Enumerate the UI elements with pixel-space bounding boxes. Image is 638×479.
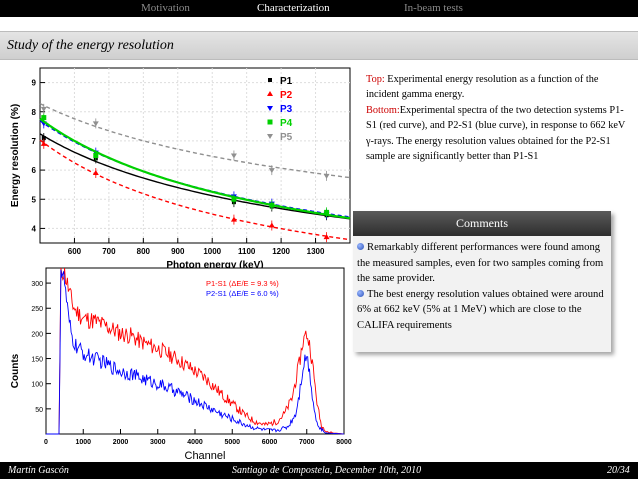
spectrum-P1-S1 <box>46 267 345 435</box>
data-point-P5 <box>268 168 275 174</box>
top-label: Top: <box>366 74 385 85</box>
comments-box: Comments Remarkably different performanc… <box>353 211 611 352</box>
y-axis-label: Counts <box>10 353 21 388</box>
legend-label-P1-S1: P1-S1 (ΔE/E = 9.3 %) <box>206 279 279 288</box>
data-point-P4 <box>231 196 237 202</box>
footer-page: 20/34 <box>607 465 630 476</box>
legend-marker-P4 <box>267 119 273 125</box>
x-tick-label: 1100 <box>238 247 256 256</box>
slide-title-bar: Study of the energy resolution <box>0 31 638 60</box>
x-tick-label: 6000 <box>262 439 278 446</box>
comments-title: Comments <box>353 211 611 236</box>
plot-frame <box>45 267 345 435</box>
legend-marker-P1 <box>268 78 272 82</box>
y-tick-label: 6 <box>32 166 37 175</box>
section-nav: Motivation Characterization In-beam test… <box>0 0 638 17</box>
y-tick-label: 250 <box>31 306 43 313</box>
data-point-P2 <box>40 140 47 146</box>
y-tick-label: 5 <box>32 195 37 204</box>
data-point-P5 <box>230 153 237 159</box>
spectra-chart: 0 1000 2000 3000 4000 5000 6000 7000 8000 50 100 15… <box>10 267 352 462</box>
x-tick-label: 0 <box>44 439 48 446</box>
x-tick-label: 1000 <box>203 247 221 256</box>
y-tick-label: 100 <box>31 382 43 389</box>
x-axis-label: Photon energy (keV) <box>166 260 263 270</box>
footer-event: Santiago de Compostela, December 10th, 2… <box>232 465 422 476</box>
x-tick-label: 1300 <box>307 247 325 256</box>
nav-item-motivation[interactable]: Motivation <box>141 2 190 14</box>
data-point-P5 <box>40 106 47 112</box>
y-tick-label: 150 <box>31 357 43 364</box>
y-tick-label: 8 <box>32 108 37 117</box>
x-tick-label: 5000 <box>224 439 240 446</box>
comment-item: The best energy resolution values obtain… <box>357 288 604 331</box>
legend-label-P2-S1: P2-S1 (ΔE/E = 6.0 %) <box>206 289 279 298</box>
legend-label-P2: P2 <box>280 90 293 101</box>
x-tick-label: 600 <box>68 247 82 256</box>
legend-label-P1: P1 <box>280 76 293 87</box>
x-tick-label: 8000 <box>336 439 352 446</box>
y-tick-label: 200 <box>31 331 43 338</box>
fit-curve-P2 <box>39 139 351 241</box>
slide-title: Study of the energy resolution <box>7 38 174 53</box>
top-text: Experimental energy resolution as a func… <box>366 74 599 101</box>
y-tick-label: 4 <box>32 224 37 233</box>
energy-resolution-chart: 600 700 800 900 1000 1100 1200 1300 4 5 6 7 8 9 Photon… <box>10 67 351 270</box>
fit-curve-P4 <box>39 117 351 220</box>
y-tick-label: 7 <box>32 137 37 146</box>
footer-author: Martín Gascón <box>8 465 69 476</box>
data-point-P5 <box>92 121 99 127</box>
data-point-P2 <box>230 216 237 222</box>
y-tick-label: 50 <box>35 407 43 414</box>
data-point-P2 <box>268 222 275 228</box>
x-tick-label: 700 <box>102 247 116 256</box>
x-tick-label: 4000 <box>187 439 203 446</box>
x-tick-label: 7000 <box>299 439 315 446</box>
data-point-P4 <box>41 115 47 121</box>
x-tick-label: 1200 <box>272 247 290 256</box>
nav-item-characterization[interactable]: Characterization <box>257 2 330 14</box>
x-axis-label: Channel <box>185 450 226 462</box>
fit-curve-P5 <box>39 102 351 179</box>
fit-curve-P1 <box>39 133 351 220</box>
y-axis-label: Energy resolution (%) <box>10 104 21 207</box>
data-point-P4 <box>324 209 330 215</box>
bullet-icon <box>357 289 364 297</box>
comment-item: Remarkably different performances were f… <box>357 242 604 285</box>
legend-label-P4: P4 <box>280 118 293 129</box>
figure-description: Top: Experimental energy resolution as a… <box>366 72 630 164</box>
data-point-P5 <box>323 173 330 179</box>
legend-label-P5: P5 <box>280 132 293 143</box>
legend-marker-P2 <box>267 91 273 96</box>
bottom-text: Experimental spectra of the two detectio… <box>366 104 626 163</box>
x-tick-label: 800 <box>137 247 151 256</box>
legend-label-P3: P3 <box>280 104 293 115</box>
x-tick-label: 1000 <box>75 439 91 446</box>
bullet-icon <box>357 243 364 250</box>
data-point-P2 <box>323 234 330 240</box>
y-tick-label: 300 <box>31 281 43 288</box>
x-tick-label: 2000 <box>113 439 129 446</box>
data-point-P4 <box>269 202 275 208</box>
x-tick-label: 900 <box>171 247 185 256</box>
y-tick-label: 9 <box>32 79 37 88</box>
nav-item-in-beam-tests[interactable]: In-beam tests <box>404 2 463 14</box>
bottom-label: Bottom: <box>366 104 400 116</box>
data-point-P2 <box>92 170 99 175</box>
data-point-P1 <box>41 136 46 140</box>
x-tick-label: 3000 <box>150 439 166 446</box>
spectrum-P2-S1 <box>46 269 345 435</box>
footer: Martín Gascón Santiago de Compostela, De… <box>0 462 638 479</box>
legend-marker-P3 <box>267 106 273 111</box>
legend-marker-P5 <box>267 134 273 139</box>
plot-frame <box>39 67 351 244</box>
data-point-P4 <box>93 153 99 158</box>
